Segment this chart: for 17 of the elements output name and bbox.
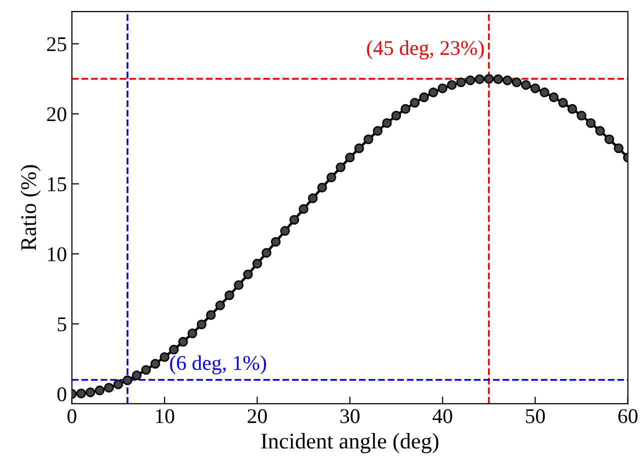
- x-tick-label: 40: [432, 409, 452, 424]
- y-tick-label: 10: [48, 247, 66, 262]
- annotation: (45 deg, 23%): [367, 40, 484, 60]
- x-axis-title: Incident angle (deg): [261, 432, 438, 454]
- x-tick-label: 10: [156, 409, 174, 424]
- y-tick-label: 25: [47, 37, 66, 52]
- x-tick-label: 60: [618, 409, 638, 424]
- x-tick-label: 50: [526, 409, 545, 424]
- x-tick-label: 0: [67, 409, 76, 424]
- y-axis-title: Ratio (%): [20, 165, 41, 251]
- y-tick-label: 15: [48, 177, 66, 192]
- annotation: (6 deg, 1%): [170, 355, 266, 374]
- y-tick-label: 5: [58, 317, 66, 332]
- y-tick-label: 0: [57, 387, 66, 402]
- x-tick-label: 30: [340, 409, 360, 424]
- x-tick-label: 20: [248, 409, 267, 424]
- y-tick-label: 20: [47, 107, 66, 122]
